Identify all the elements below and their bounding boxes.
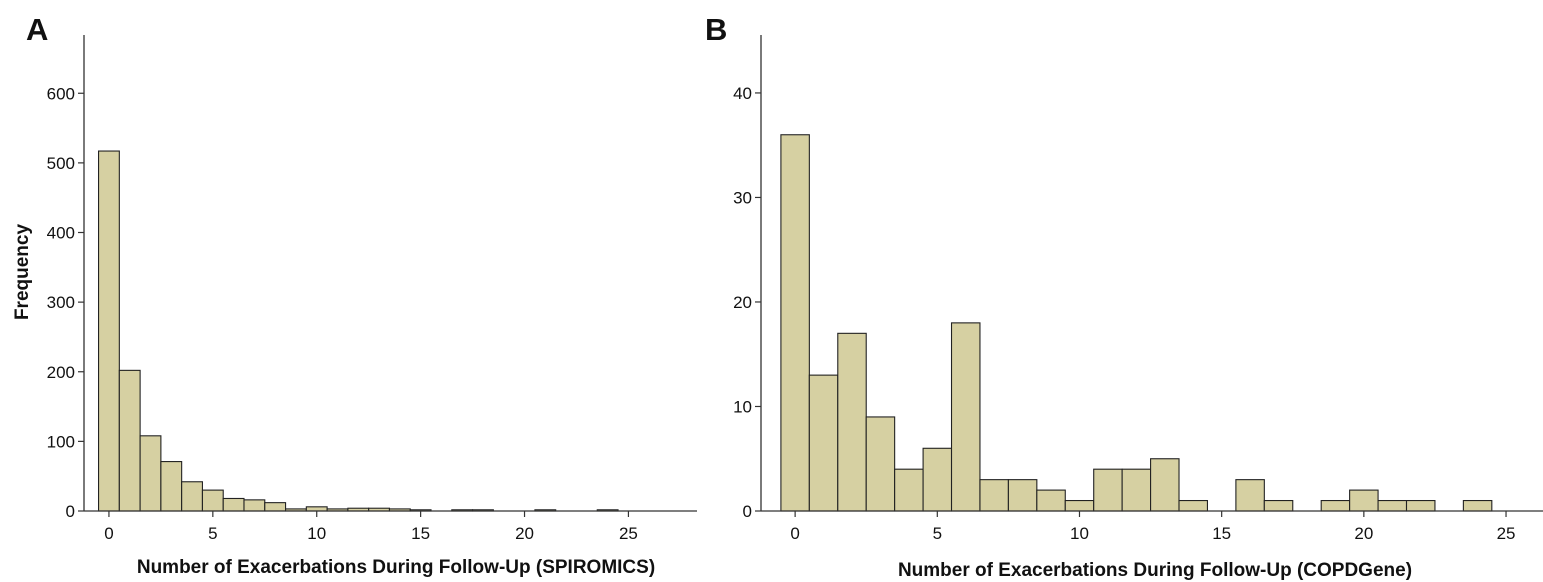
panel-b-bar: [950, 322, 981, 512]
panel-b-x-tick-label: 5: [933, 524, 942, 543]
panel-a-x-tick-label: 0: [104, 524, 113, 543]
panel-a-bar: [243, 499, 266, 512]
panel-a-x-tick-label: 20: [515, 524, 534, 543]
panel-a-y-tick-label: 300: [47, 293, 75, 312]
panel-b-bar: [1150, 458, 1180, 512]
panel-b-bar: [1036, 489, 1066, 512]
panel-b-histogram: B 0 10 20 30 40 0 5 10 15 20 25 Number of Exacerba…: [705, 12, 1543, 581]
panel-b-y-tick-label: 30: [733, 188, 752, 207]
panel-b-label: B: [705, 12, 727, 47]
panel-b-y-tick-label: 40: [733, 84, 752, 103]
panel-b-bar: [1349, 489, 1379, 512]
panel-b-bar: [1007, 479, 1038, 512]
panel-a-y-tick-label: 0: [66, 502, 75, 521]
panel-b-bar: [780, 134, 810, 512]
panel-a-bar: [98, 150, 120, 512]
panel-b-bar: [1178, 499, 1209, 512]
panel-a-y-tick-label: 500: [47, 154, 75, 173]
panel-b-bar: [1377, 499, 1408, 512]
panel-a-x-tick-label: 25: [619, 524, 638, 543]
panel-b-x-tick-label: 25: [1497, 524, 1516, 543]
panel-b-x-axis-label: Number of Exacerbations During Follow-Up…: [898, 560, 1412, 581]
panel-b-bar: [1320, 499, 1351, 512]
panel-a-axes: 0 100 200 300 400 500 600 0 5 10 15 20 25: [47, 35, 697, 543]
panel-a-y-tick-label: 400: [47, 224, 75, 243]
panel-a-y-tick-label: 600: [47, 84, 75, 103]
panel-b-bar: [894, 468, 924, 512]
panel-b-bar: [1093, 468, 1123, 512]
panel-a-x-tick-label: 5: [208, 524, 217, 543]
panel-a-y-tick-label: 200: [47, 363, 75, 382]
panel-b-x-tick-label: 15: [1212, 524, 1231, 543]
panel-b-bar: [1263, 499, 1294, 512]
panel-b-bar: [865, 416, 896, 512]
panel-b-x-tick-label: 0: [790, 524, 799, 543]
panel-a-bar: [118, 369, 141, 512]
panel-a-y-tick-label: 100: [47, 432, 75, 451]
panel-b-bar: [1121, 468, 1152, 512]
panel-b-bar: [1064, 499, 1095, 512]
panel-b-bar: [979, 479, 1009, 512]
panel-a-bars: [98, 150, 619, 512]
panel-b-bar: [837, 332, 867, 512]
panel-a-y-axis-label: Frequency: [12, 224, 33, 321]
panel-b-y-tick-label: 10: [733, 397, 752, 416]
panel-b-bar: [922, 447, 953, 512]
panel-b-bar: [1405, 499, 1436, 512]
panel-a-histogram: A 0 100 200 300 400 500 600 0 5 10 15 20 25 Number o…: [12, 12, 697, 578]
panel-b-bar: [1235, 479, 1265, 512]
panel-b-x-tick-label: 10: [1070, 524, 1089, 543]
panel-a-label: A: [26, 12, 48, 47]
panel-a-x-tick-label: 10: [307, 524, 326, 543]
panel-a-x-axis-label: Number of Exacerbations During Follow-Up…: [137, 557, 655, 578]
panel-a-bar: [222, 497, 245, 512]
panel-b-y-tick-label: 20: [733, 293, 752, 312]
panel-b-axes: 0 10 20 30 40 0 5 10 15 20 25: [733, 35, 1543, 543]
panel-a-bar: [139, 435, 162, 512]
panel-a-x-tick-label: 15: [411, 524, 430, 543]
panel-a-bar: [201, 489, 224, 512]
panel-b-bars: [780, 134, 1493, 512]
panel-b-y-tick-label: 0: [743, 502, 752, 521]
panel-b-bar: [808, 374, 839, 512]
panel-a-bar: [160, 461, 183, 512]
panel-a-bar: [181, 481, 203, 512]
panel-a-bar: [264, 502, 287, 512]
panel-b-bar: [1462, 499, 1493, 512]
panel-b-x-tick-label: 20: [1354, 524, 1373, 543]
